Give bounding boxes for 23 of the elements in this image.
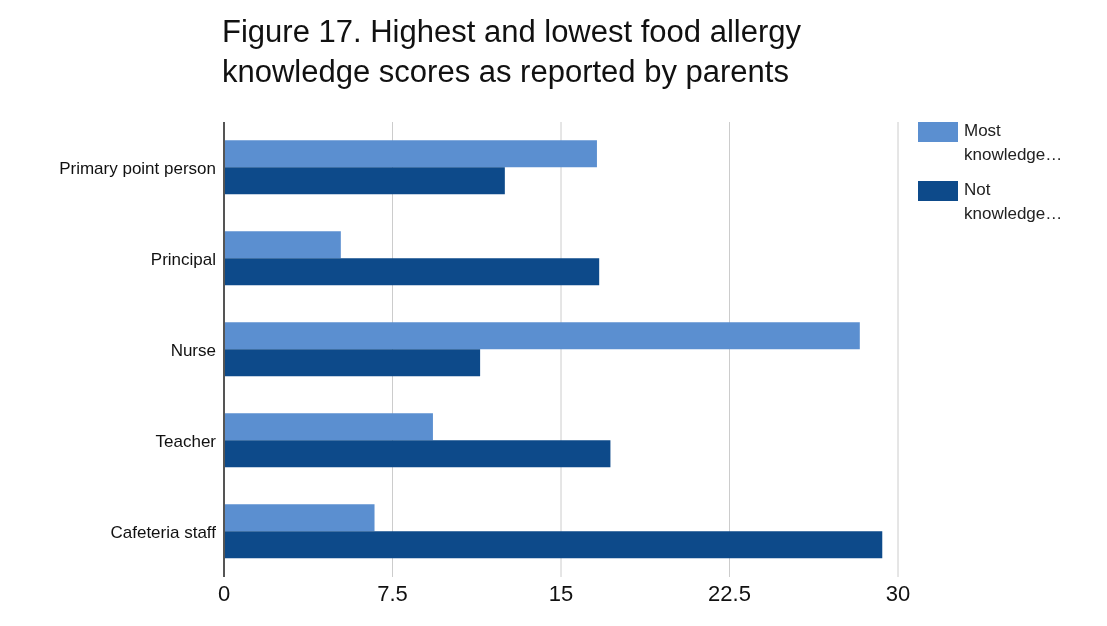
x-tick-label: 22.5	[708, 580, 751, 606]
bar	[224, 231, 341, 259]
chart-title: Figure 17. Highest and lowest food allergy knowledge scores as reported by parents	[222, 13, 802, 91]
legend-label: Not knowledge…	[964, 179, 1064, 225]
legend-label: Most knowledge…	[964, 120, 1064, 166]
bar	[224, 440, 611, 468]
y-tick-label: Teacher	[155, 431, 217, 451]
y-tick-label: Cafeteria staff	[110, 522, 217, 542]
x-tick-label: 7.5	[377, 580, 408, 606]
y-tick-label: Principal	[150, 249, 216, 269]
bar	[224, 258, 600, 286]
y-tick-label: Primary point person	[59, 158, 216, 178]
bar	[224, 167, 505, 195]
bar	[224, 413, 433, 441]
x-tick-label: 15	[548, 580, 574, 606]
bar	[224, 504, 375, 532]
y-tick-label: Nurse	[170, 340, 216, 360]
x-tick-label: 0	[217, 580, 231, 606]
bar	[224, 322, 860, 350]
bar	[224, 349, 481, 377]
bar	[224, 140, 597, 168]
bar	[224, 531, 883, 559]
x-tick-label: 30	[885, 580, 911, 606]
